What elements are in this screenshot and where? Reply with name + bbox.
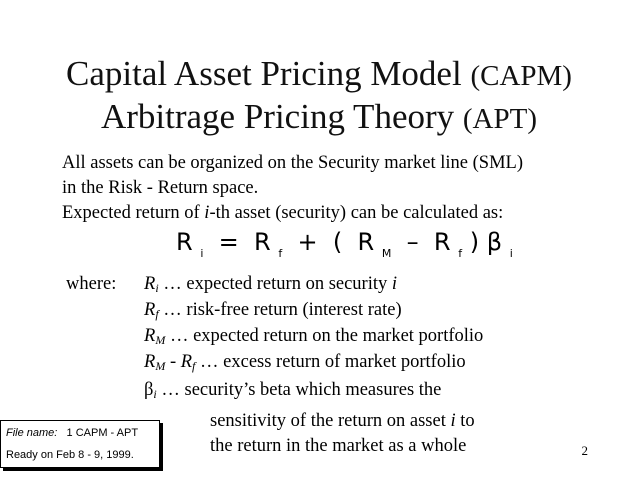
title-main: Capital Asset Pricing Model xyxy=(66,54,462,93)
def-sub: M xyxy=(155,333,166,347)
definition-ri: Ri … expected return on security i xyxy=(144,275,397,294)
def-symbol: R xyxy=(180,352,193,372)
where-label: where: xyxy=(66,274,117,294)
def-symbol: R xyxy=(144,274,156,294)
title-line-1: Capital Asset Pricing Model (CAPM) xyxy=(0,56,638,91)
formula-sub-m: M xyxy=(381,247,392,260)
formula-sub-f: f xyxy=(458,247,463,260)
formula-rparen: ) xyxy=(469,228,480,256)
formula-beta: β xyxy=(486,228,503,256)
intro-text: Expected return of xyxy=(62,203,205,223)
def-text: sensitivity of the return on asset xyxy=(210,411,451,431)
intro-line-1: All assets can be organized on the Secur… xyxy=(62,153,524,173)
def-text: … expected return on the market portfoli… xyxy=(165,326,484,346)
definition-excess: RM - Rf … excess return of market portfo… xyxy=(144,353,466,372)
formula-r: R xyxy=(433,228,451,256)
def-sub: i xyxy=(153,387,157,401)
def-symbol: β xyxy=(144,380,154,400)
def-text: … excess return of market portfolio xyxy=(195,352,466,372)
file-name-line: File name: 1 CAPM - APT xyxy=(6,427,138,439)
file-name-label: File name: xyxy=(6,427,58,439)
file-name-value: 1 CAPM - APT xyxy=(66,427,139,439)
formula-r: R xyxy=(254,228,271,256)
def-text: - xyxy=(165,352,181,372)
ready-date: Ready on Feb 8 - 9, 1999. xyxy=(6,449,134,461)
intro-line-3: Expected return of i-th asset (security)… xyxy=(62,204,503,223)
def-text: to xyxy=(455,411,475,431)
capm-formula: R i = R f + ( R M – R f ) β i xyxy=(176,228,513,260)
def-sub: i xyxy=(155,281,159,295)
title-line-2: Arbitrage Pricing Theory (APT) xyxy=(0,99,638,134)
def-symbol: R xyxy=(144,326,156,346)
def-text: … security’s beta which measures the xyxy=(156,380,442,400)
title-abbr: (CAPM) xyxy=(470,60,572,92)
def-var: i xyxy=(391,274,398,294)
def-sub: f xyxy=(192,359,196,373)
intro-line-2: in the Risk - Return space. xyxy=(62,178,259,198)
formula-r: R xyxy=(176,228,193,256)
def-symbol: R xyxy=(144,300,156,320)
formula-eq: = xyxy=(218,228,239,256)
definition-beta-line-2: sensitivity of the return on asset i to xyxy=(210,412,475,431)
def-text: … expected return on security xyxy=(158,274,392,294)
definition-beta-line-3: the return in the market as a whole xyxy=(210,436,467,456)
formula-sub-f: f xyxy=(278,247,283,260)
def-sub: M xyxy=(155,359,166,373)
formula-minus: – xyxy=(406,228,419,256)
intro-text: -th asset (security) can be calculated a… xyxy=(209,203,504,223)
formula-r: R xyxy=(357,228,375,256)
def-var: i xyxy=(450,411,456,431)
definition-rf: Rf … risk-free return (interest rate) xyxy=(144,301,402,320)
def-symbol: R xyxy=(144,352,156,372)
formula-plus: + xyxy=(297,228,318,256)
def-sub: f xyxy=(155,307,159,321)
title-abbr: (APT) xyxy=(462,103,537,135)
file-info-box: File name: 1 CAPM - APT Ready on Feb 8 -… xyxy=(0,420,160,468)
formula-sub-i: i xyxy=(509,247,513,260)
slide-number: 2 xyxy=(581,443,589,458)
title-main: Arbitrage Pricing Theory xyxy=(100,97,455,136)
formula-sub-i: i xyxy=(200,247,204,260)
intro-var: i xyxy=(204,203,210,223)
formula-lparen: ( xyxy=(332,228,343,256)
definition-beta: βi … security’s beta which measures the xyxy=(144,381,441,400)
definition-rm: RM … expected return on the market portf… xyxy=(144,327,483,346)
def-text: … risk-free return (interest rate) xyxy=(158,300,402,320)
